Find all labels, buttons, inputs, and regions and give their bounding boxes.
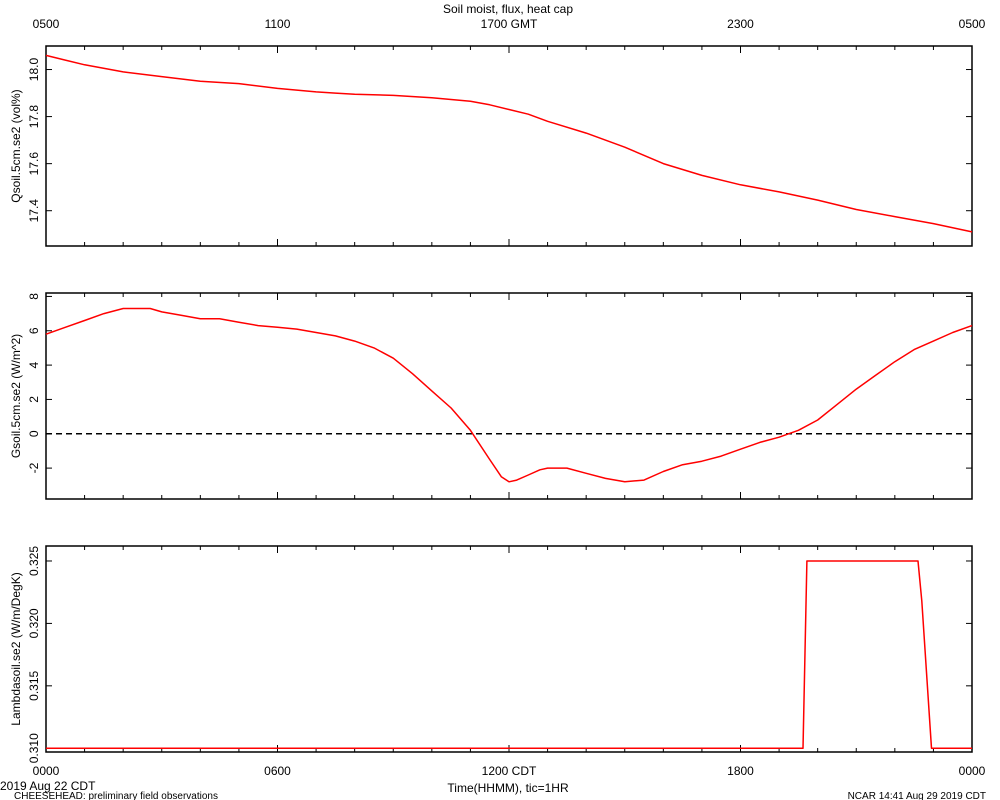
series-line [46, 560, 972, 750]
panel-frame [45, 45, 973, 247]
series-line [45, 307, 973, 483]
y-tick-label: 0.310 [27, 733, 41, 763]
top-tick-label: 1700 GMT [481, 17, 538, 31]
y-tick-label: 0.320 [27, 608, 41, 638]
chart-title: Soil moist, flux, heat cap [443, 2, 573, 16]
top-axis: 0500 1100 1700 GMT 2300 0500 [33, 17, 986, 31]
soil-moisture-panel: 17.4 17.6 17.8 18.0 Qsoil.5cm.se2 (vol%) [9, 45, 973, 247]
y-tick-label: -2 [27, 462, 41, 473]
y-tick-label: 0.315 [27, 670, 41, 700]
soil-thermal-conductivity-panel: 0.310 0.315 0.320 0.325 Lambdasoil.se2 (W/m/… [9, 545, 973, 763]
bottom-tick-label: 1200 CDT [482, 764, 537, 778]
footer-credit: NCAR 14:41 Aug 29 2019 CDT [848, 791, 986, 800]
y-tick-label: 17.6 [27, 152, 41, 176]
top-tick-label: 2300 [727, 17, 754, 31]
y-tick-label: 18.0 [27, 58, 41, 82]
y-tick-label: 4 [27, 361, 41, 368]
footer-project: CHEESEHEAD: preliminary field observatio… [14, 791, 218, 800]
y-tick-label: 2 [27, 396, 41, 403]
y-axis-label: Gsoil.5cm.se2 (W/m^2) [9, 334, 23, 458]
soil-heat-flux-panel: -2 0 2 4 6 8 Gsoil.5cm.se2 (W/m^2) [9, 292, 973, 500]
y-tick-label: 17.8 [27, 105, 41, 129]
bottom-tick-label: 0600 [264, 764, 291, 778]
y-axis-label: Qsoil.5cm.se2 (vol%) [9, 89, 23, 202]
panel-frame [45, 292, 973, 500]
y-tick-label: 17.4 [27, 199, 41, 223]
y-tick-label: 0.325 [27, 546, 41, 576]
y-tick-label: 6 [27, 327, 41, 334]
top-tick-label: 0500 [959, 17, 986, 31]
bottom-tick-label: 0000 [959, 764, 986, 778]
bottom-tick-label: 0000 [33, 764, 60, 778]
bottom-tick-label: 1800 [727, 764, 754, 778]
top-tick-label: 1100 [265, 17, 291, 31]
series-line [45, 54, 973, 233]
x-axis-label: Time(HHMM), tic=1HR [447, 781, 569, 795]
panel-frame [45, 545, 973, 753]
top-tick-label: 0500 [33, 17, 60, 31]
footer-date: 2019 Aug 22 CDT [0, 779, 96, 793]
y-tick-label: 0 [27, 430, 41, 437]
bottom-axis: 0000 0600 1200 CDT 1800 0000 [33, 764, 986, 778]
y-axis-label: Lambdasoil.se2 (W/m/DegK) [9, 572, 23, 725]
y-tick-label: 8 [27, 293, 41, 300]
